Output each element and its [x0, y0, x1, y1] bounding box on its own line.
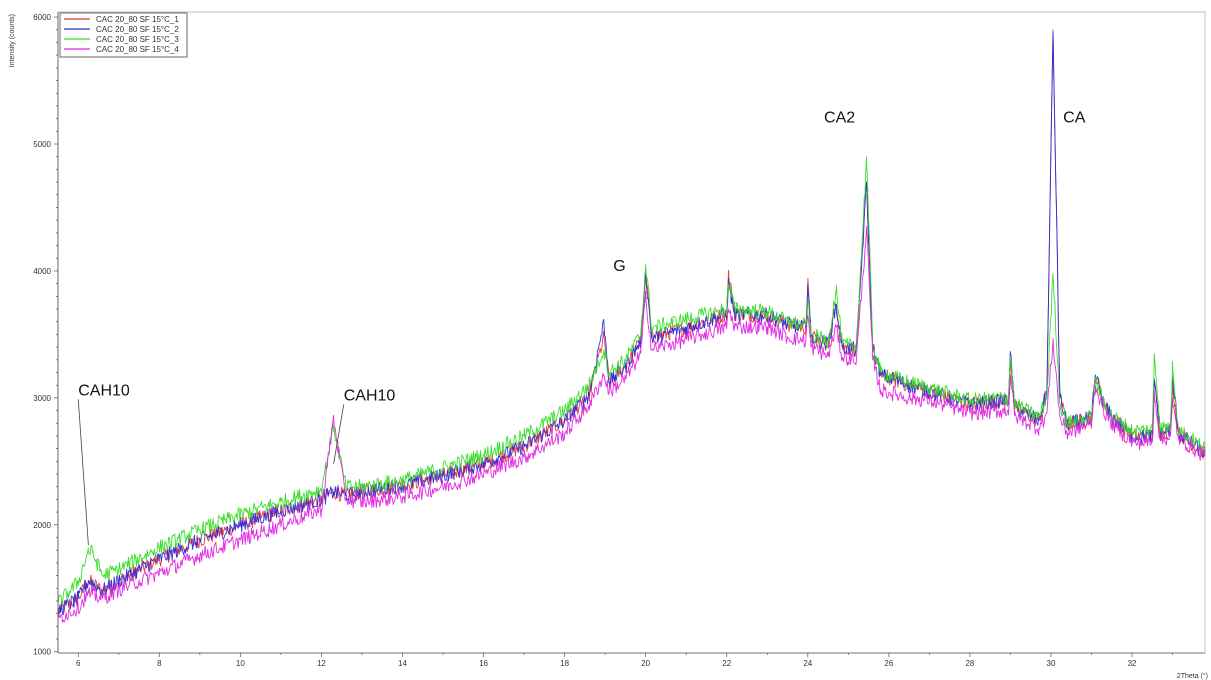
legend-entry-label: CAC 20_80 SF 15°C_1: [96, 15, 179, 24]
y-axis-title: Intensity (counts): [9, 14, 16, 67]
legend-entry-label: CAC 20_80 SF 15°C_4: [96, 45, 179, 54]
x-tick-label: 18: [560, 659, 569, 668]
x-tick-label: 16: [479, 659, 488, 668]
x-tick-label: 30: [1047, 659, 1056, 668]
y-tick-label: 6000: [33, 13, 51, 22]
annotation-leader: [333, 404, 345, 464]
x-tick-label: 26: [884, 659, 893, 668]
x-tick-label: 28: [965, 659, 974, 668]
annotation-layer: CAH10 CAH10 G CA2 CA: [77, 109, 1086, 546]
annotation-leader: [77, 399, 89, 546]
legend-entry-label: CAC 20_80 SF 15°C_2: [96, 25, 179, 34]
series-line-4: [57, 226, 1206, 623]
y-tick-label: 2000: [33, 521, 51, 530]
axis-layer: 6 8 10 12 14 16 18 20 22 24 26 28 30 32 1000 2000 3000 40…: [9, 11, 1208, 680]
annotation-label: CA2: [824, 109, 855, 126]
x-tick-label: 14: [398, 659, 407, 668]
x-tick-label: 20: [641, 659, 650, 668]
x-tick-label: 10: [236, 659, 245, 668]
x-tick-label: 6: [76, 659, 81, 668]
y-tick-label: 1000: [33, 648, 51, 657]
annotation-label: CA: [1063, 109, 1086, 126]
x-tick-label: 8: [157, 659, 162, 668]
legend-entry-label: CAC 20_80 SF 15°C_3: [96, 35, 179, 44]
annotation-label: CAH10: [344, 387, 396, 404]
series-line-3: [57, 156, 1206, 606]
x-tick-label: 12: [317, 659, 326, 668]
x-tick-label: 22: [722, 659, 731, 668]
x-tick-label: 24: [803, 659, 812, 668]
y-tick-label: 3000: [33, 394, 51, 403]
x-tick-label: 32: [1128, 659, 1137, 668]
x-axis-title: 2Theta (°): [1177, 672, 1208, 680]
series-layer: [57, 29, 1206, 623]
y-tick-label: 4000: [33, 267, 51, 276]
y-tick-label: 5000: [33, 140, 51, 149]
annotation-label: G: [613, 258, 625, 275]
annotation-label: CAH10: [78, 382, 130, 399]
legend-box: [59, 12, 188, 58]
